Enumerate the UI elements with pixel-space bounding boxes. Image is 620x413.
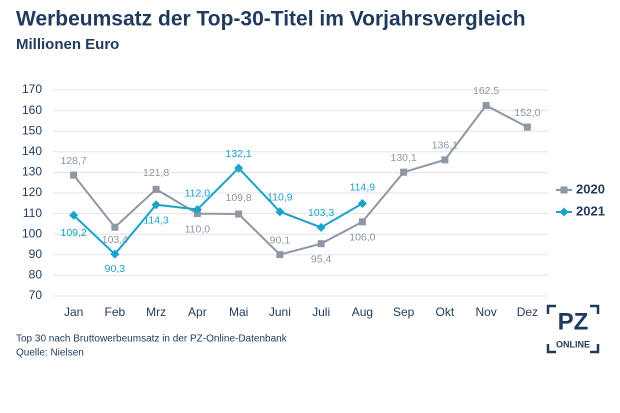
y-tick-label: 120 <box>22 185 42 199</box>
y-tick-label: 150 <box>22 123 42 137</box>
data-label: 109,2 <box>60 227 86 239</box>
point <box>110 249 120 259</box>
x-tick-label: Apr <box>188 305 207 319</box>
data-label: 110,9 <box>267 192 293 204</box>
data-label: 121,8 <box>143 167 169 179</box>
x-tick-label: Juni <box>269 305 291 319</box>
point <box>523 123 531 131</box>
data-label: 114,3 <box>143 215 169 227</box>
data-label: 110,0 <box>185 223 211 235</box>
x-tick-label: Juli <box>312 305 330 319</box>
point <box>192 204 202 214</box>
y-tick-label: 170 <box>22 82 42 96</box>
point <box>276 251 284 259</box>
chart-subtitle: Millionen Euro <box>16 36 119 53</box>
data-label: 162,5 <box>473 85 499 97</box>
logo-frame <box>546 304 600 354</box>
x-tick-label: Dez <box>517 305 538 319</box>
data-label: 106,0 <box>349 232 375 244</box>
point <box>560 186 568 194</box>
logo-main: PZ <box>558 308 589 335</box>
point <box>357 199 367 209</box>
data-label: 95,4 <box>311 253 332 265</box>
point <box>358 218 366 226</box>
data-label: 152,0 <box>514 107 540 119</box>
legend-label: 2021 <box>576 203 605 218</box>
data-label: 103,4 <box>102 234 128 246</box>
x-tick-label: Mrz <box>146 305 166 319</box>
point <box>316 222 326 232</box>
legend-label: 2020 <box>576 181 605 196</box>
series-line <box>72 104 528 256</box>
data-label: 90,1 <box>270 234 291 246</box>
y-tick-label: 110 <box>23 206 42 220</box>
logo: PZ ONLINE <box>546 304 600 354</box>
data-label: 132,1 <box>225 148 251 160</box>
point <box>69 210 79 220</box>
data-label: 112,0 <box>185 187 211 199</box>
y-tick-label: 90 <box>29 247 43 261</box>
data-label: 103,3 <box>308 207 334 219</box>
point <box>317 240 325 248</box>
data-label: 136,1 <box>432 140 458 152</box>
point <box>234 163 244 173</box>
x-tick-label: Feb <box>105 305 126 319</box>
chart-title: Werbeumsatz der Top-30-Titel im Vorjahrs… <box>16 8 526 31</box>
point <box>400 168 408 176</box>
point <box>151 200 161 210</box>
x-tick-label: Nov <box>475 305 496 319</box>
y-tick-label: 70 <box>29 288 43 302</box>
x-tick-label: Mai <box>229 305 248 319</box>
y-tick-label: 100 <box>22 226 42 240</box>
x-tick-label: Aug <box>352 305 373 319</box>
point <box>70 171 78 179</box>
logo-sub: ONLINE <box>556 339 590 349</box>
data-label: 130,1 <box>390 152 416 164</box>
x-tick-label: Sep <box>393 305 415 319</box>
data-label: 90,3 <box>105 263 126 275</box>
y-tick-label: 130 <box>22 165 42 179</box>
point <box>275 207 285 217</box>
note: Top 30 nach Bruttowerbeumsatz in der PZ-… <box>16 334 288 345</box>
y-tick-label: 80 <box>29 268 43 282</box>
data-label: 128,7 <box>60 155 86 167</box>
point <box>559 207 569 217</box>
y-tick-label: 160 <box>22 103 42 117</box>
y-tick-label: 140 <box>22 144 42 158</box>
point <box>441 156 449 164</box>
point <box>482 101 490 109</box>
data-label: 114,9 <box>350 181 376 193</box>
point <box>111 223 119 231</box>
note: Quelle: Nielsen <box>16 348 84 359</box>
data-label: 109,8 <box>225 192 251 204</box>
x-tick-label: Okt <box>436 305 455 319</box>
x-tick-label: Jan <box>64 305 83 319</box>
series-line <box>72 166 363 256</box>
point <box>152 185 160 193</box>
point <box>235 210 243 218</box>
